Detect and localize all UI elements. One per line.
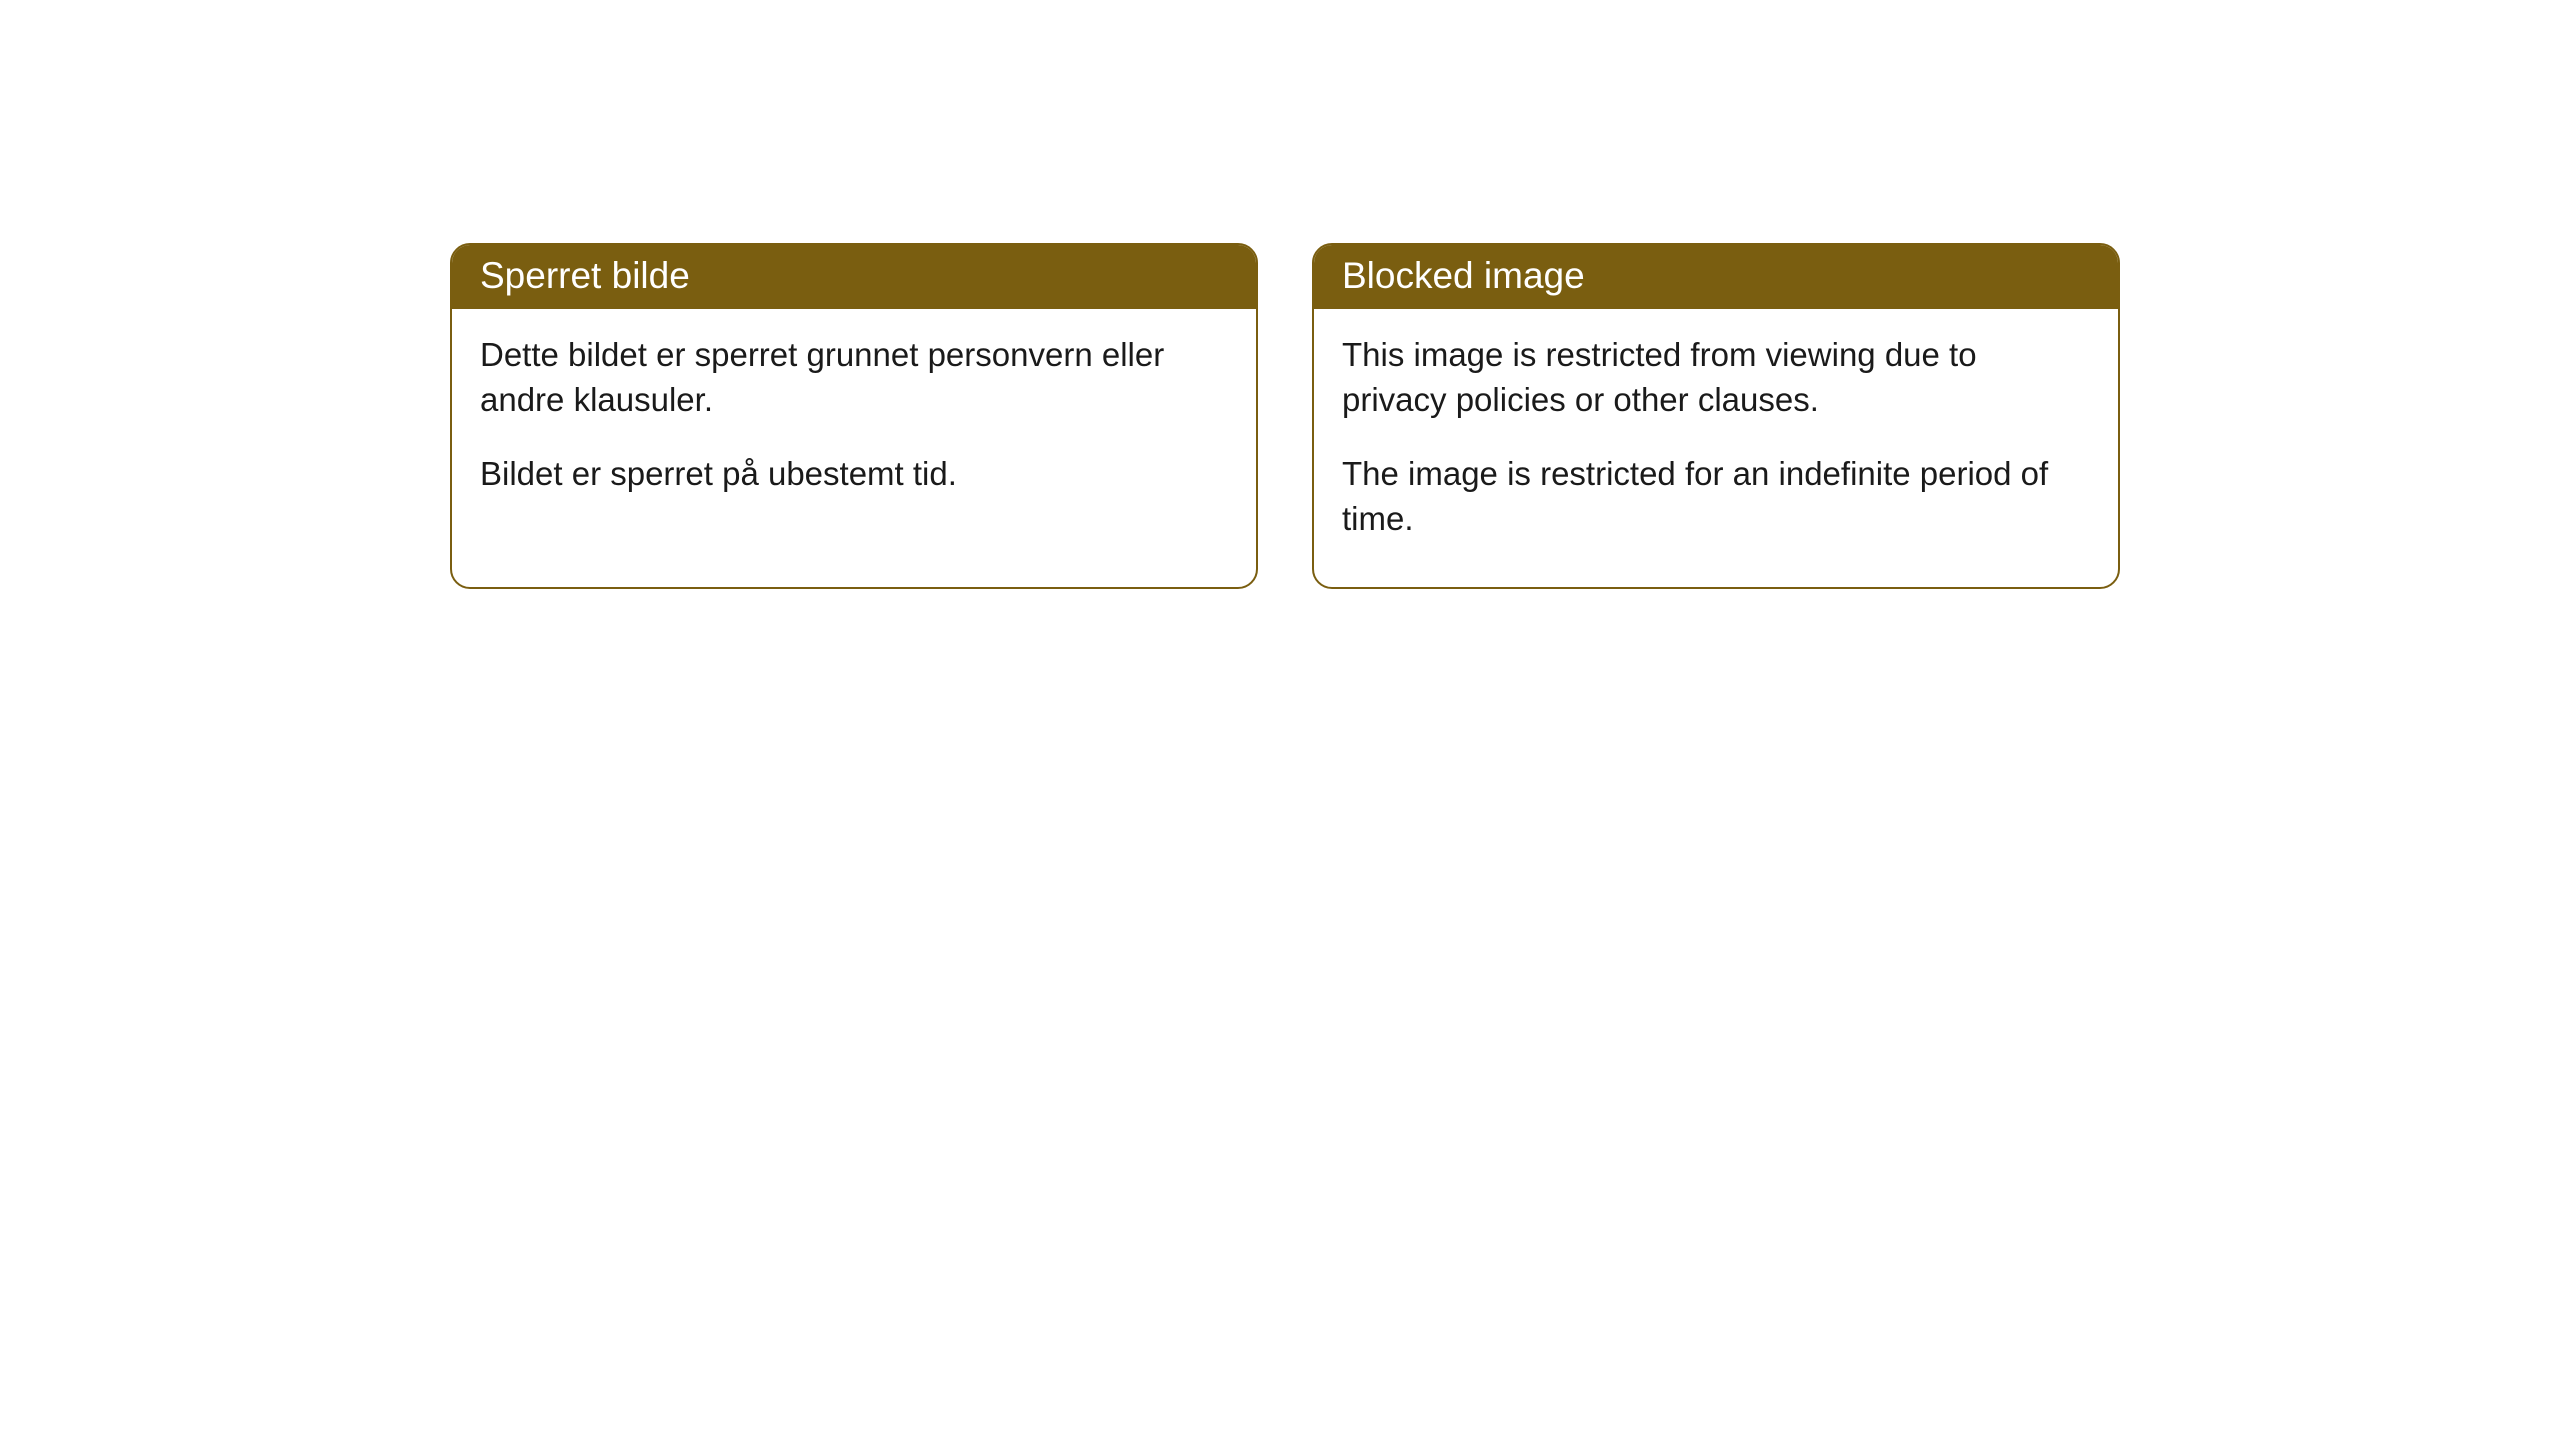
card-title: Blocked image	[1314, 245, 2118, 309]
card-title: Sperret bilde	[452, 245, 1256, 309]
card-paragraph: This image is restricted from viewing du…	[1342, 333, 2090, 422]
blocked-image-card-english: Blocked image This image is restricted f…	[1312, 243, 2120, 589]
blocked-image-card-norwegian: Sperret bilde Dette bildet er sperret gr…	[450, 243, 1258, 589]
card-paragraph: Dette bildet er sperret grunnet personve…	[480, 333, 1228, 422]
card-paragraph: The image is restricted for an indefinit…	[1342, 452, 2090, 541]
card-paragraph: Bildet er sperret på ubestemt tid.	[480, 452, 1228, 497]
card-body: This image is restricted from viewing du…	[1314, 309, 2118, 587]
notice-cards-container: Sperret bilde Dette bildet er sperret gr…	[0, 0, 2560, 589]
card-body: Dette bildet er sperret grunnet personve…	[452, 309, 1256, 543]
